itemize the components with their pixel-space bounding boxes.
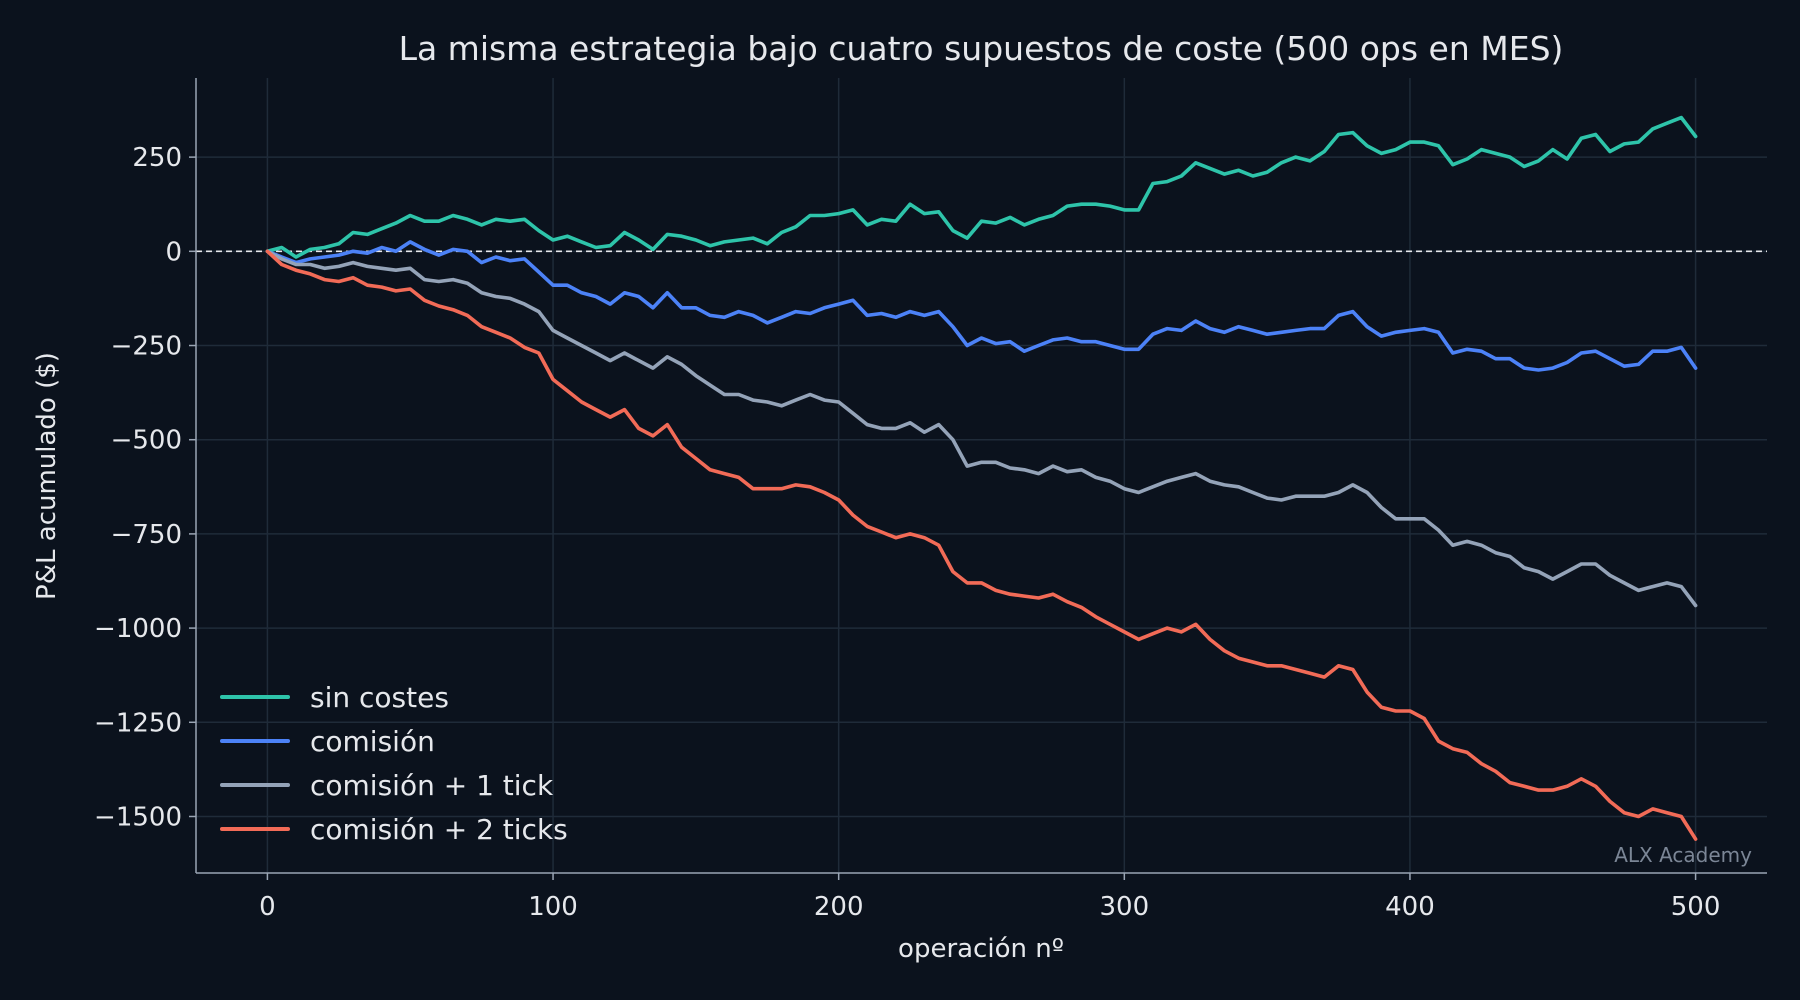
axes-layer xyxy=(195,78,1767,874)
grid-layer xyxy=(196,78,1767,873)
ticks-layer: 0 100 200 300 400 500 250 0 −250 −500 −750 −1000 −12… xyxy=(94,143,1720,922)
series-line-3 xyxy=(265,249,1698,608)
y-tick-label: 250 xyxy=(132,143,182,173)
x-tick-label: 100 xyxy=(528,892,578,922)
series-line-2 xyxy=(265,240,1698,372)
y-tick-label: −750 xyxy=(111,520,182,550)
legend-label: comisión xyxy=(310,725,435,758)
x-tick-label: 400 xyxy=(1385,892,1435,922)
legend-label: comisión + 1 tick xyxy=(310,769,554,802)
series-line-4 xyxy=(265,249,1698,841)
x-tick-label: 0 xyxy=(259,892,276,922)
x-axis-label: operación nº xyxy=(898,934,1064,964)
y-tick-label: −250 xyxy=(111,332,182,362)
y-tick-label: 0 xyxy=(165,237,182,267)
y-tick-label: −500 xyxy=(111,426,182,456)
x-tick-label: 500 xyxy=(1671,892,1721,922)
legend: sin costes comisión comisión + 1 tick comis… xyxy=(220,681,568,846)
x-tick-label: 200 xyxy=(814,892,864,922)
legend-label: comisión + 2 ticks xyxy=(310,813,568,846)
y-tick-label: −1000 xyxy=(94,614,182,644)
y-tick-label: −1250 xyxy=(94,708,182,738)
legend-label: sin costes xyxy=(310,681,449,714)
x-tick-label: 300 xyxy=(1099,892,1149,922)
watermark: ALX Academy xyxy=(1614,843,1752,867)
chart-title: La misma estrategia bajo cuatro supuesto… xyxy=(399,29,1564,68)
y-tick-label: −1500 xyxy=(94,802,182,832)
series-line-1 xyxy=(265,115,1698,259)
series-layer xyxy=(265,115,1698,841)
y-axis-label: P&L acumulado ($) xyxy=(32,352,62,600)
